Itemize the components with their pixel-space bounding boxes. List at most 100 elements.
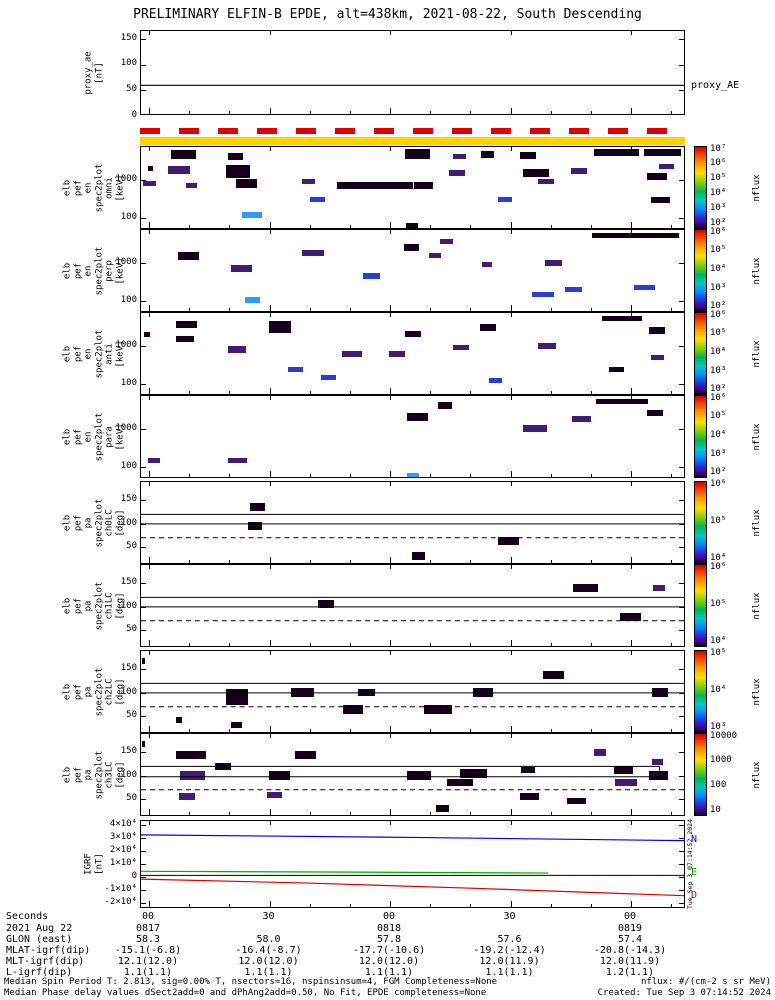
x-tick-minor — [189, 643, 191, 646]
x-tick-minor — [590, 225, 592, 228]
x-tick-major — [390, 726, 391, 732]
y-tick-mark — [679, 606, 684, 608]
spectrogram-block — [522, 168, 549, 177]
x-tick-minor — [550, 474, 552, 477]
colorbar-tick-label: 10⁶ — [710, 309, 727, 320]
y-tick-mark — [679, 38, 684, 40]
axis-row-value: 57.6 — [497, 934, 522, 945]
axis-row-value: 00 — [382, 911, 396, 922]
y-tick-mark — [679, 902, 684, 904]
y-tick-mark — [141, 715, 146, 717]
spectrogram-block — [267, 791, 282, 799]
y-tick-mark — [141, 824, 146, 826]
y-axis-title: elb pef en spec2plot omni [keV] — [63, 163, 126, 212]
axis-row-value: 0819 — [617, 923, 643, 934]
y-tick-label: 100 — [120, 517, 137, 528]
spectrogram-block — [498, 537, 519, 545]
x-tick-minor — [430, 111, 432, 114]
x-tick-major — [510, 821, 512, 825]
x-tick-minor — [550, 391, 552, 394]
y-tick-label: 100 — [120, 378, 137, 389]
spectrogram-block — [406, 223, 419, 228]
colorbar — [694, 146, 707, 229]
x-tick-major — [149, 305, 150, 311]
x-tick-major — [510, 222, 512, 228]
colorbar-tick-label: 1000 — [710, 755, 732, 766]
x-tick-major — [269, 565, 271, 569]
x-tick-major — [631, 809, 632, 815]
x-tick-major — [149, 821, 150, 825]
y-tick-mark — [141, 546, 146, 548]
colorbar-tick-label: 10⁵ — [710, 598, 727, 609]
axis-row-value: 12.0(12.0) — [358, 956, 420, 967]
spectrogram-block — [634, 284, 655, 290]
x-tick-major — [149, 230, 150, 234]
x-tick-minor — [550, 111, 552, 114]
spectrogram-block — [142, 740, 146, 748]
spectrogram-block — [176, 717, 182, 724]
panel-ch3 — [140, 733, 685, 816]
spectrogram-block — [648, 327, 666, 334]
y-axis-title-line: [nT] — [94, 853, 104, 875]
x-tick-minor — [671, 643, 673, 646]
y-tick-mark — [679, 798, 684, 800]
spectrogram-block — [247, 521, 262, 530]
x-tick-major — [149, 565, 150, 569]
x-tick-minor — [590, 391, 592, 394]
x-tick-minor — [189, 812, 191, 815]
panel-proxy_ae — [140, 30, 685, 115]
science-zone-marker-bar — [140, 137, 685, 145]
axis-row-value: -15.1(-6.8) — [114, 945, 182, 956]
line-label-proxy_AE: proxy_AE — [691, 79, 740, 91]
x-tick-minor — [590, 729, 592, 732]
spectrogram-block — [143, 331, 151, 337]
axis-row-value: 57.4 — [617, 934, 643, 945]
x-tick-minor — [309, 904, 311, 907]
spectrogram-block — [337, 182, 414, 189]
y-axis-title-line: elb — [62, 683, 73, 700]
y-tick-mark — [141, 606, 146, 608]
colorbar-tick-label: 10⁴ — [710, 553, 727, 564]
colorbar-tick-label: 10³ — [710, 448, 727, 459]
x-tick-major — [390, 734, 391, 738]
x-tick-major — [631, 901, 632, 907]
x-tick-major — [269, 734, 271, 738]
y-axis-title-line: [deg] — [115, 760, 125, 789]
y-axis-title-line: pa — [83, 517, 94, 528]
y-tick-mark — [141, 90, 146, 92]
x-tick-major — [149, 108, 150, 114]
axis-row-value: 1.2(1.1) — [605, 967, 655, 978]
x-tick-minor — [309, 225, 311, 228]
x-tick-major — [631, 388, 632, 394]
spectrogram-block — [646, 410, 664, 417]
y-tick-label: 0 — [131, 110, 137, 120]
spectrogram-block — [142, 180, 157, 187]
spectrogram-block — [658, 163, 675, 170]
y-tick-mark — [141, 467, 146, 469]
x-tick-major — [269, 482, 271, 486]
spectrogram-block — [596, 398, 648, 405]
colorbar-tick-label: 10⁴ — [710, 636, 727, 647]
y-axis-title-line: perp — [104, 259, 115, 282]
y-tick-mark — [679, 384, 684, 386]
y-tick-mark — [679, 876, 684, 878]
x-tick-major — [390, 557, 391, 563]
y-tick-mark — [141, 38, 146, 40]
x-tick-major — [510, 651, 512, 655]
x-tick-major — [510, 388, 512, 394]
x-tick-major — [390, 31, 391, 35]
x-tick-major — [390, 396, 391, 400]
x-tick-major — [510, 565, 512, 569]
axis-row-label: L-igrf(dip) — [6, 967, 73, 978]
y-tick-mark — [679, 500, 684, 502]
y-tick-mark — [141, 863, 146, 865]
x-tick-major — [631, 31, 632, 35]
y-tick-mark — [679, 523, 684, 525]
y-axis-title-line: [deg] — [115, 591, 125, 620]
x-tick-minor — [189, 729, 191, 732]
x-tick-minor — [229, 391, 231, 394]
x-tick-minor — [430, 474, 432, 477]
x-tick-major — [269, 809, 271, 815]
spectrogram-block — [407, 771, 431, 780]
spectrogram-block — [389, 351, 406, 358]
